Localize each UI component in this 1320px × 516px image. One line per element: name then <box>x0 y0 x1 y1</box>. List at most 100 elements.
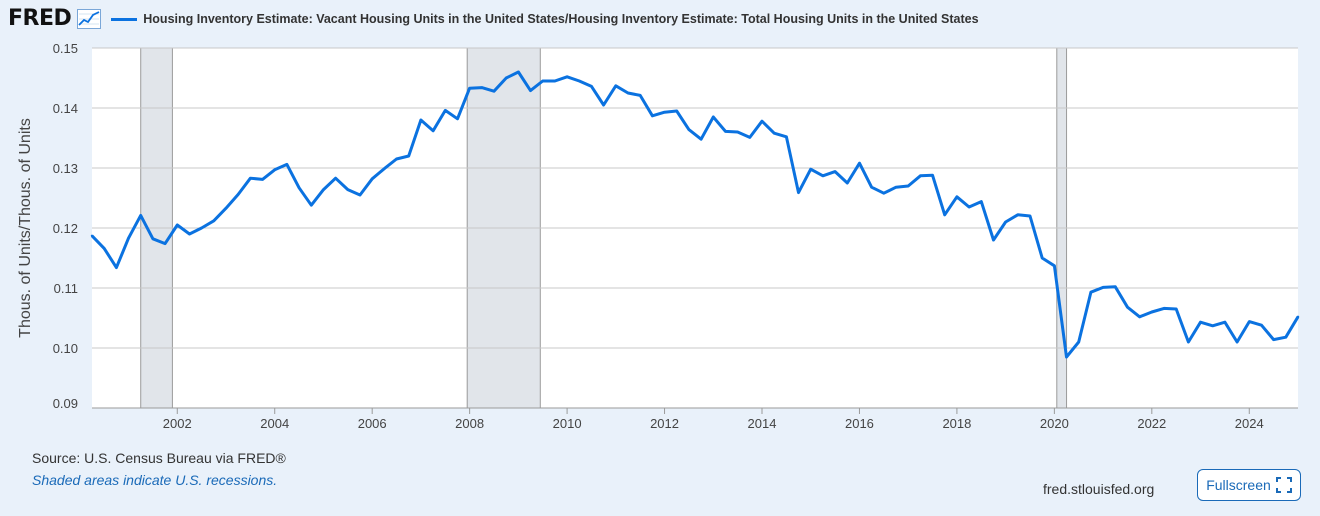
data-point <box>1138 315 1141 318</box>
data-point <box>163 242 167 245</box>
data-point <box>139 214 142 217</box>
data-point <box>651 114 654 118</box>
x-tick-label: 2010 <box>553 416 582 431</box>
data-point <box>1223 321 1227 324</box>
series-line <box>90 70 1300 359</box>
data-point <box>310 204 313 207</box>
data-point <box>517 70 520 74</box>
data-point <box>699 138 703 141</box>
x-tick-label: 2006 <box>358 416 387 431</box>
legend-label: Housing Inventory Estimate: Vacant Housi… <box>143 12 979 26</box>
data-point <box>395 157 398 161</box>
data-point <box>358 193 362 197</box>
data-point <box>1101 286 1105 289</box>
y-tick-label: 0.11 <box>54 281 78 296</box>
y-axis-label: Thous. of Units/Thous. of Units <box>17 118 34 338</box>
data-point <box>444 109 447 112</box>
data-point <box>760 120 764 123</box>
legend-swatch <box>111 17 138 21</box>
data-point <box>541 79 544 83</box>
data-point <box>1028 214 1032 218</box>
x-tick-label: 2018 <box>942 416 971 431</box>
data-point <box>809 168 812 171</box>
x-tick-label: 2016 <box>845 416 874 431</box>
data-point <box>151 237 155 240</box>
data-point <box>1053 264 1056 267</box>
data-point <box>1162 307 1166 310</box>
data-point <box>1272 338 1275 341</box>
data-point <box>626 91 630 95</box>
data-point <box>785 135 788 138</box>
data-point <box>383 167 386 170</box>
data-point <box>773 132 776 135</box>
data-point <box>1260 324 1263 327</box>
site-link[interactable]: fred.stlouisfed.org <box>1043 481 1155 497</box>
data-point <box>505 76 508 80</box>
data-point <box>273 168 276 171</box>
data-point <box>1150 310 1154 314</box>
y-tick-label: 0.13 <box>53 161 78 176</box>
data-point <box>1199 321 1202 324</box>
data-point <box>1175 307 1178 311</box>
data-point <box>614 84 617 87</box>
data-point <box>748 136 751 139</box>
data-point <box>943 213 946 216</box>
data-point <box>931 174 934 177</box>
data-point <box>431 129 435 132</box>
data-point <box>261 178 264 181</box>
data-point <box>176 223 179 227</box>
data-point <box>285 163 289 166</box>
data-point <box>237 193 240 196</box>
data-point <box>1187 340 1190 344</box>
source-note: Source: U.S. Census Bureau via FRED® <box>32 450 286 466</box>
x-tick-label: 2020 <box>1040 416 1069 431</box>
data-point <box>480 86 483 89</box>
data-point <box>578 79 581 83</box>
y-tick-label: 0.14 <box>53 101 78 116</box>
x-tick-label: 2004 <box>260 416 289 431</box>
data-point <box>224 207 228 210</box>
x-tick-label: 2022 <box>1137 416 1166 431</box>
data-point <box>1248 320 1251 323</box>
data-point <box>846 181 849 185</box>
data-point <box>663 111 666 114</box>
y-tick-label: 0.09 <box>53 396 78 411</box>
chart-header: FRED Housing Inventory Estimate: Vacant … <box>8 6 979 32</box>
fullscreen-button[interactable]: Fullscreen <box>1197 469 1301 501</box>
data-points <box>90 70 1300 359</box>
expand-icon <box>1275 477 1292 493</box>
data-point <box>1114 285 1117 288</box>
data-point <box>1089 291 1093 294</box>
x-tick-label: 2014 <box>748 416 777 431</box>
data-point <box>346 188 349 191</box>
data-point <box>639 94 642 97</box>
y-tick-label: 0.12 <box>53 221 78 236</box>
data-point <box>724 130 727 133</box>
data-point <box>675 109 678 113</box>
data-point <box>468 87 471 90</box>
data-point <box>407 154 410 158</box>
data-point <box>894 186 898 189</box>
data-point <box>858 162 861 165</box>
data-point <box>821 174 825 177</box>
line-chart[interactable]: 0.09 0.10 0.11 0.12 0.13 0.14 0.15 2002 2004 2006… <box>0 32 1320 442</box>
data-point <box>602 103 605 107</box>
data-point <box>322 188 325 191</box>
data-point <box>90 234 94 237</box>
data-point <box>1041 256 1044 260</box>
y-tick-label: 0.10 <box>53 341 78 356</box>
data-point <box>1126 306 1129 309</box>
data-point <box>1284 336 1288 339</box>
x-tick-label: 2002 <box>163 416 192 431</box>
data-point <box>992 238 995 242</box>
data-point <box>529 89 532 92</box>
fred-logo[interactable]: FRED <box>8 6 72 31</box>
data-point <box>188 232 191 236</box>
chart-legend: Housing Inventory Estimate: Vacant Housi… <box>111 12 979 26</box>
data-point <box>1065 355 1068 359</box>
data-point <box>492 90 496 93</box>
data-point <box>1296 315 1300 318</box>
data-point <box>833 170 837 173</box>
data-point <box>736 130 739 134</box>
data-point <box>249 177 252 180</box>
